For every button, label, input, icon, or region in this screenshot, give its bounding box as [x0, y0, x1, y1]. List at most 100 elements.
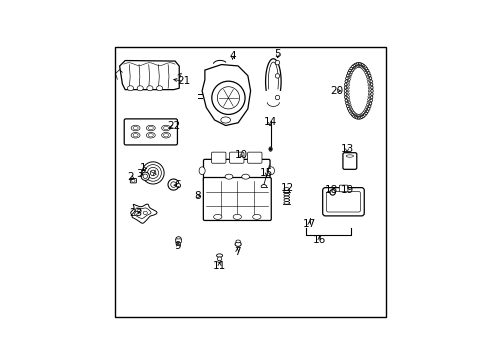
Ellipse shape: [344, 89, 346, 93]
Ellipse shape: [268, 147, 272, 151]
FancyBboxPatch shape: [339, 185, 347, 192]
Ellipse shape: [162, 125, 170, 131]
Text: 1: 1: [140, 163, 146, 174]
FancyBboxPatch shape: [229, 152, 244, 163]
Circle shape: [275, 60, 279, 65]
Circle shape: [141, 172, 149, 180]
Ellipse shape: [356, 114, 358, 116]
Ellipse shape: [349, 67, 352, 70]
Ellipse shape: [346, 105, 348, 108]
Ellipse shape: [357, 114, 359, 116]
Ellipse shape: [361, 113, 363, 115]
FancyBboxPatch shape: [203, 177, 271, 220]
Ellipse shape: [353, 67, 355, 69]
FancyBboxPatch shape: [124, 119, 177, 145]
Ellipse shape: [357, 63, 360, 65]
Ellipse shape: [348, 110, 350, 113]
Ellipse shape: [357, 117, 360, 119]
Ellipse shape: [143, 211, 147, 215]
Text: 20: 20: [329, 86, 343, 96]
Ellipse shape: [347, 99, 349, 100]
Ellipse shape: [366, 104, 367, 106]
Circle shape: [147, 167, 158, 179]
Ellipse shape: [366, 78, 368, 81]
Ellipse shape: [347, 78, 350, 81]
Ellipse shape: [363, 70, 365, 72]
Ellipse shape: [137, 209, 141, 212]
Ellipse shape: [217, 257, 222, 261]
Ellipse shape: [352, 112, 354, 113]
Ellipse shape: [131, 132, 140, 138]
Ellipse shape: [358, 114, 360, 116]
FancyBboxPatch shape: [247, 152, 262, 163]
Polygon shape: [134, 208, 151, 219]
Ellipse shape: [156, 86, 163, 91]
Text: 17: 17: [302, 219, 315, 229]
Ellipse shape: [360, 66, 362, 68]
Ellipse shape: [347, 81, 349, 83]
Circle shape: [144, 165, 161, 181]
Ellipse shape: [352, 64, 355, 67]
Ellipse shape: [353, 116, 356, 118]
Ellipse shape: [361, 64, 364, 67]
Text: 7: 7: [234, 247, 240, 257]
Ellipse shape: [367, 93, 369, 95]
Ellipse shape: [348, 76, 350, 78]
Ellipse shape: [148, 126, 153, 130]
Circle shape: [211, 81, 244, 114]
Ellipse shape: [218, 260, 221, 263]
Ellipse shape: [133, 134, 138, 137]
Ellipse shape: [347, 84, 349, 86]
Ellipse shape: [348, 104, 350, 106]
Ellipse shape: [366, 72, 369, 74]
Circle shape: [275, 95, 279, 100]
Ellipse shape: [346, 87, 348, 89]
Ellipse shape: [346, 90, 348, 92]
FancyBboxPatch shape: [322, 188, 364, 216]
Ellipse shape: [355, 63, 358, 65]
Ellipse shape: [216, 254, 222, 257]
Polygon shape: [202, 64, 250, 126]
Ellipse shape: [367, 84, 369, 86]
Ellipse shape: [366, 108, 369, 110]
Ellipse shape: [345, 99, 347, 102]
Ellipse shape: [353, 113, 355, 115]
Text: 8: 8: [194, 191, 200, 201]
Ellipse shape: [350, 114, 353, 116]
Ellipse shape: [368, 77, 371, 80]
Text: 21: 21: [177, 76, 190, 86]
Ellipse shape: [252, 214, 261, 219]
FancyBboxPatch shape: [175, 239, 181, 243]
Ellipse shape: [362, 112, 364, 113]
Ellipse shape: [369, 80, 372, 83]
Ellipse shape: [346, 93, 348, 95]
Text: 15: 15: [260, 168, 273, 179]
Polygon shape: [130, 204, 157, 223]
Ellipse shape: [364, 67, 367, 70]
Ellipse shape: [370, 86, 372, 89]
Ellipse shape: [146, 86, 153, 91]
Ellipse shape: [213, 214, 222, 219]
Ellipse shape: [358, 63, 361, 65]
Ellipse shape: [369, 83, 372, 86]
Ellipse shape: [353, 63, 356, 66]
Ellipse shape: [349, 74, 351, 76]
Ellipse shape: [360, 63, 363, 66]
Ellipse shape: [366, 69, 368, 72]
Ellipse shape: [224, 174, 232, 179]
Ellipse shape: [364, 108, 366, 110]
Ellipse shape: [349, 112, 352, 114]
Ellipse shape: [348, 69, 350, 72]
FancyBboxPatch shape: [130, 179, 136, 183]
Ellipse shape: [363, 110, 365, 112]
Ellipse shape: [347, 96, 349, 98]
Ellipse shape: [363, 66, 366, 68]
Text: 13: 13: [340, 144, 353, 154]
FancyBboxPatch shape: [211, 152, 225, 163]
Ellipse shape: [358, 66, 360, 68]
Ellipse shape: [361, 115, 364, 117]
Text: 14: 14: [263, 117, 276, 127]
Ellipse shape: [148, 134, 153, 137]
Ellipse shape: [345, 80, 347, 83]
Ellipse shape: [131, 125, 140, 131]
